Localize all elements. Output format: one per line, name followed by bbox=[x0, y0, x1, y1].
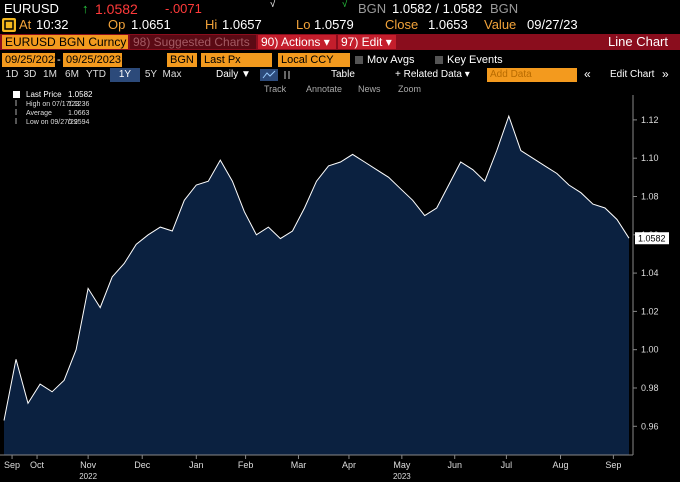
bid-ask: 1.0582 / 1.0582 bbox=[392, 1, 483, 16]
expand[interactable]: » bbox=[662, 67, 669, 81]
key-events: Key Events bbox=[447, 54, 503, 66]
y-tick-label: 0.96 bbox=[641, 421, 659, 431]
period-button[interactable]: YTD bbox=[86, 69, 106, 80]
frequency[interactable]: Daily ▼ bbox=[216, 69, 251, 80]
legend-box bbox=[8, 88, 96, 132]
area bbox=[4, 116, 629, 455]
x-tick-label: Dec bbox=[134, 460, 151, 470]
period-button[interactable]: 1Y bbox=[110, 68, 140, 82]
value: 1.0657 bbox=[222, 17, 262, 32]
mov-avgs: Mov Avgs bbox=[367, 54, 415, 66]
tool[interactable]: Annotate bbox=[306, 84, 343, 94]
related-data[interactable]: + Related Data ▾ bbox=[395, 69, 470, 80]
legend-label: Average bbox=[26, 110, 52, 117]
period-button[interactable]: 5Y bbox=[144, 69, 158, 80]
y-tick-label: 1.10 bbox=[641, 153, 659, 163]
change: -.0071 bbox=[165, 1, 202, 16]
checkbox[interactable] bbox=[355, 56, 363, 64]
chart-type: Line Chart bbox=[608, 34, 668, 49]
legend-label: Last Price bbox=[26, 90, 62, 99]
y-tick-label: 1.00 bbox=[641, 345, 659, 355]
tool[interactable]: News bbox=[358, 84, 381, 94]
year-label: 2023 bbox=[393, 472, 411, 481]
period-button[interactable]: 6M bbox=[65, 69, 79, 80]
value: 09/27/23 bbox=[527, 17, 578, 32]
x-tick-label: Jul bbox=[501, 460, 513, 470]
value: 1.0651 bbox=[131, 17, 171, 32]
label: At bbox=[19, 17, 32, 32]
x-tick-label: Sep bbox=[4, 460, 20, 470]
year-label: 2022 bbox=[79, 472, 97, 481]
start-date[interactable]: 09/25/2022 bbox=[2, 53, 60, 67]
edit-chart[interactable]: Edit Chart bbox=[610, 69, 655, 80]
period-button[interactable]: 1M bbox=[43, 69, 57, 80]
x-tick-label: Feb bbox=[238, 460, 254, 470]
x-tick-label: Jun bbox=[447, 460, 462, 470]
security[interactable]: EURUSD BGN Curncy bbox=[2, 35, 128, 49]
x-tick-label: Aug bbox=[552, 460, 568, 470]
last-price: 1.0582 bbox=[95, 1, 138, 17]
label: Hi bbox=[205, 17, 218, 32]
suggested-charts[interactable]: 98) Suggested Charts bbox=[130, 35, 256, 49]
ticker: EURUSD bbox=[4, 1, 59, 16]
legend-value: 0.9594 bbox=[68, 119, 90, 126]
source: BGN bbox=[358, 1, 387, 16]
x-tick-label: Mar bbox=[291, 460, 307, 470]
x-tick-label: Jan bbox=[189, 460, 204, 470]
collapse[interactable]: « bbox=[584, 67, 591, 81]
actions-menu[interactable]: 90) Actions ▾ bbox=[258, 35, 336, 49]
end-date[interactable]: 09/25/2023 bbox=[63, 53, 122, 67]
x-tick-label: Sep bbox=[605, 460, 621, 470]
checkbox[interactable] bbox=[435, 56, 443, 64]
value: 10:32 bbox=[36, 17, 69, 32]
y-tick-label: 0.98 bbox=[641, 383, 659, 393]
dash: - bbox=[57, 54, 61, 66]
legend-swatch bbox=[13, 91, 20, 98]
period-button[interactable]: 3D bbox=[23, 69, 37, 80]
period-button[interactable]: 1D bbox=[5, 69, 19, 80]
tick-mark: √ bbox=[270, 0, 276, 10]
field[interactable]: Last Px bbox=[201, 53, 272, 67]
tick-mark: √ bbox=[342, 0, 348, 10]
bloomberg-icon bbox=[2, 18, 16, 32]
value: 1.0579 bbox=[314, 17, 354, 32]
legend-value: 1.0663 bbox=[68, 110, 90, 117]
legend-label: Low on 09/27/22 bbox=[26, 119, 78, 126]
label: Value bbox=[484, 17, 517, 32]
x-tick-label: Oct bbox=[30, 460, 45, 470]
legend-label: High on 07/17/23 bbox=[26, 101, 79, 108]
tool[interactable]: Zoom bbox=[398, 84, 422, 94]
y-tick-label: 1.12 bbox=[641, 115, 659, 125]
line bbox=[3, 114, 630, 421]
source[interactable]: BGN bbox=[167, 53, 197, 67]
last-price-tag bbox=[635, 232, 669, 245]
y-tick-label: 1.08 bbox=[641, 191, 659, 201]
legend-value: 1.1236 bbox=[68, 101, 90, 108]
y-tick-label: 1.04 bbox=[641, 268, 659, 278]
chart-style-icons[interactable] bbox=[260, 69, 300, 81]
label: Op bbox=[108, 17, 126, 32]
add-data[interactable]: Add Data bbox=[487, 68, 577, 82]
value: 1.0653 bbox=[428, 17, 468, 32]
currency[interactable]: Local CCY bbox=[278, 53, 350, 67]
legend-value: 1.0582 bbox=[68, 90, 93, 99]
label: Lo bbox=[296, 17, 311, 32]
x-tick-label: Apr bbox=[342, 460, 356, 470]
last-price-tag-label: 1.0582 bbox=[638, 234, 666, 244]
x-tick-label: May bbox=[393, 460, 411, 470]
period-button[interactable]: Max bbox=[162, 69, 182, 80]
up-arrow: ↑ bbox=[82, 1, 89, 16]
y-tick-label: 1.02 bbox=[641, 306, 659, 316]
x-tick-label: Nov bbox=[80, 460, 97, 470]
source: BGN bbox=[490, 1, 519, 16]
label: Close bbox=[385, 17, 419, 32]
table[interactable]: Table bbox=[331, 69, 355, 80]
tool[interactable]: Track bbox=[264, 84, 287, 94]
edit-menu[interactable]: 97) Edit ▾ bbox=[338, 35, 396, 49]
